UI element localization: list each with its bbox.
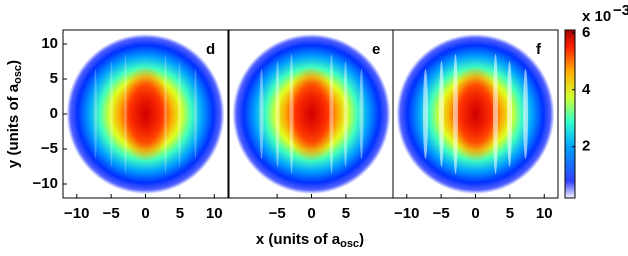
fringe	[329, 54, 334, 174]
x-axis-label: x (units of aosc)	[256, 231, 364, 250]
y-tick-label: 10	[41, 35, 58, 52]
y-tick-label: 0	[50, 105, 58, 122]
colorbar-tick-label: 4	[582, 81, 591, 98]
density-core	[285, 66, 338, 162]
y-tick-label: 5	[50, 70, 58, 87]
x-tick-label: 0	[141, 205, 149, 222]
y-axis-label-part: osc	[12, 65, 24, 84]
x-tick-label: −5	[433, 205, 450, 222]
x-tick-label: −5	[103, 205, 120, 222]
fringe	[275, 61, 280, 167]
x-tick-label: 5	[176, 205, 184, 222]
x-axis-label-part: x (units of a	[256, 231, 341, 248]
colorbar-exponent: −3	[613, 2, 628, 19]
x-tick-label: 5	[342, 205, 350, 222]
fringe	[194, 69, 197, 159]
x-tick-label: −10	[394, 205, 419, 222]
panel-label: f	[536, 41, 542, 58]
fringe	[94, 69, 97, 159]
colorbar-scale: x 10	[582, 8, 611, 25]
x-tick-label: −10	[64, 205, 89, 222]
fringe	[343, 61, 348, 167]
x-tick-label: 5	[506, 205, 514, 222]
x-axis-label-part: )	[359, 231, 364, 248]
panel-label: d	[206, 41, 215, 58]
fringe	[178, 61, 181, 167]
x-tick-label: 0	[307, 205, 315, 222]
fringe	[493, 54, 498, 174]
x-tick-label: −5	[269, 205, 286, 222]
fringe	[453, 54, 458, 174]
fringe	[523, 69, 528, 159]
x-axis-label-part: osc	[340, 238, 359, 250]
colorbar	[564, 29, 576, 199]
x-tick-label: 0	[471, 205, 479, 222]
fringe	[259, 69, 264, 159]
density-core	[449, 66, 502, 162]
fringe	[164, 54, 167, 174]
y-axis-label-part: y (units of a	[5, 83, 22, 168]
fringe	[124, 54, 127, 174]
fringe	[110, 61, 113, 167]
colorbar-tick-label: 6	[582, 24, 590, 41]
y-tick-label: −5	[41, 140, 58, 157]
x-tick-label: 10	[206, 205, 223, 222]
fringe	[439, 61, 444, 167]
y-axis-label: y (units of aosc)	[5, 60, 24, 168]
density-core	[119, 66, 172, 162]
fringe	[423, 69, 428, 159]
fringe	[359, 69, 364, 159]
y-tick-label: −10	[33, 175, 58, 192]
y-axis-label-part: )	[5, 60, 22, 65]
colorbar-tick-label: 2	[582, 138, 590, 155]
panel-label: e	[372, 41, 380, 58]
fringe	[507, 61, 512, 167]
x-tick-label: 10	[536, 205, 553, 222]
fringe	[289, 54, 294, 174]
